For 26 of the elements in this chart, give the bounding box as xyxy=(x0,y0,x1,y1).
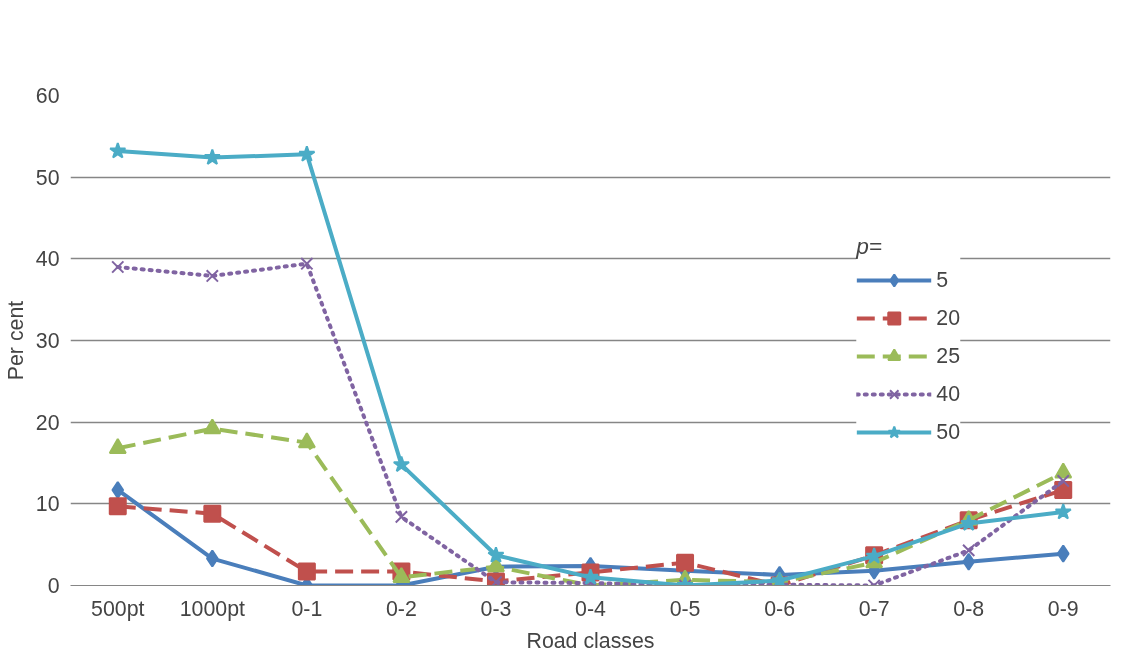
x-tick-label: 0-2 xyxy=(386,596,417,621)
legend-label: 25 xyxy=(936,343,960,369)
legend-title: p= xyxy=(856,233,884,260)
x-axis-title: Road classes xyxy=(526,628,655,653)
y-axis-title: Per cent xyxy=(3,300,28,381)
x-tick-label: 0-9 xyxy=(1047,596,1079,621)
legend-label: 5 xyxy=(936,267,950,293)
y-tick-label: 30 xyxy=(35,329,60,353)
x-tick-label: 0-5 xyxy=(669,596,701,621)
legend-label: 50 xyxy=(936,419,960,445)
y-tick-label: 40 xyxy=(35,247,60,272)
x-tick-label: 500pt xyxy=(91,596,145,621)
x-tick-label: 0-4 xyxy=(575,596,607,621)
legend-label: 20 xyxy=(936,305,960,331)
x-tick-label: 0-8 xyxy=(953,596,985,621)
y-tick-label: 60 xyxy=(35,84,60,108)
y-tick-label: 50 xyxy=(35,165,60,190)
y-tick-label: 20 xyxy=(35,410,60,435)
x-tick-label: 0-3 xyxy=(480,596,512,621)
x-tick-label: 1000pt xyxy=(179,596,246,621)
x-tick-label: 0-7 xyxy=(858,596,890,621)
y-tick-label: 0 xyxy=(47,574,60,598)
x-tick-label: 0-6 xyxy=(764,596,796,621)
y-tick-label: 10 xyxy=(35,492,60,517)
legend-label: 40 xyxy=(936,381,960,407)
x-tick-label: 0-1 xyxy=(291,596,323,621)
